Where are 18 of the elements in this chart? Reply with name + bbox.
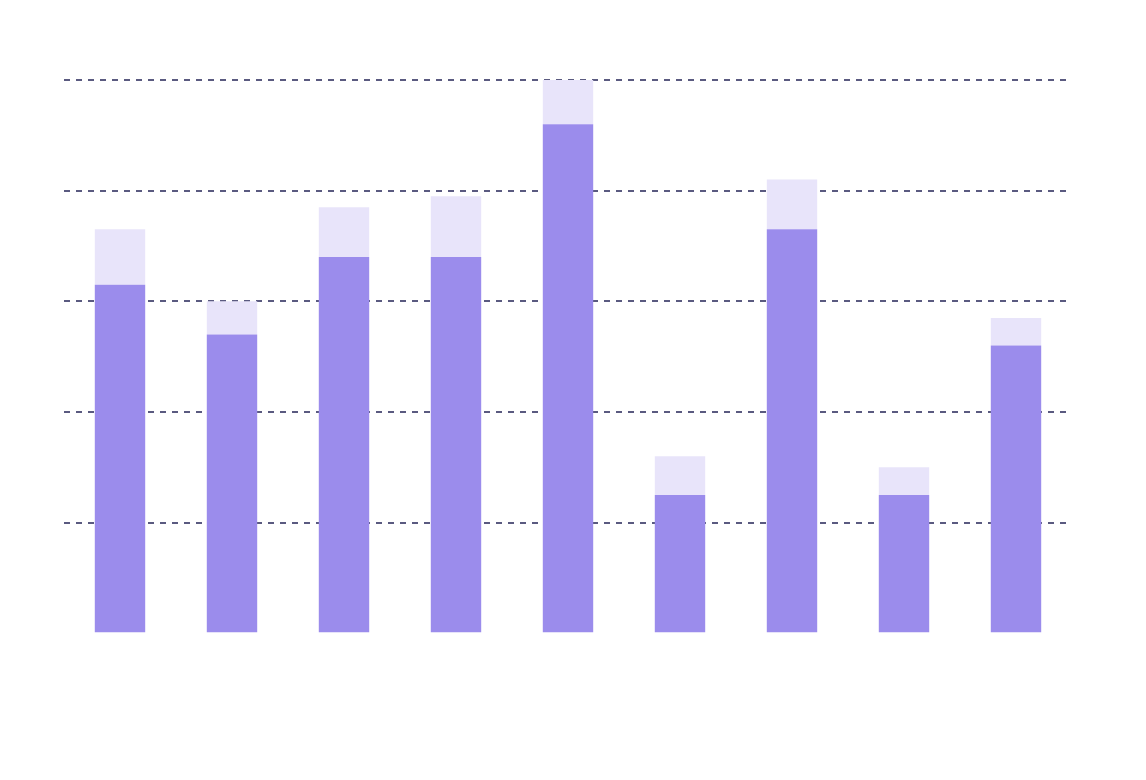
bar — [990, 345, 1042, 633]
bar — [94, 284, 146, 633]
bar — [430, 257, 482, 633]
bar — [654, 494, 706, 633]
bar — [878, 494, 930, 633]
bar — [206, 301, 258, 335]
bar — [318, 257, 370, 633]
bar — [206, 334, 258, 633]
bar — [766, 229, 818, 633]
bar — [430, 196, 482, 258]
bar — [318, 207, 370, 258]
bar — [990, 317, 1042, 346]
bar — [542, 124, 594, 633]
bar — [94, 229, 146, 285]
bar — [878, 467, 930, 495]
bar — [766, 179, 818, 230]
bar — [542, 80, 594, 125]
bar — [654, 456, 706, 495]
